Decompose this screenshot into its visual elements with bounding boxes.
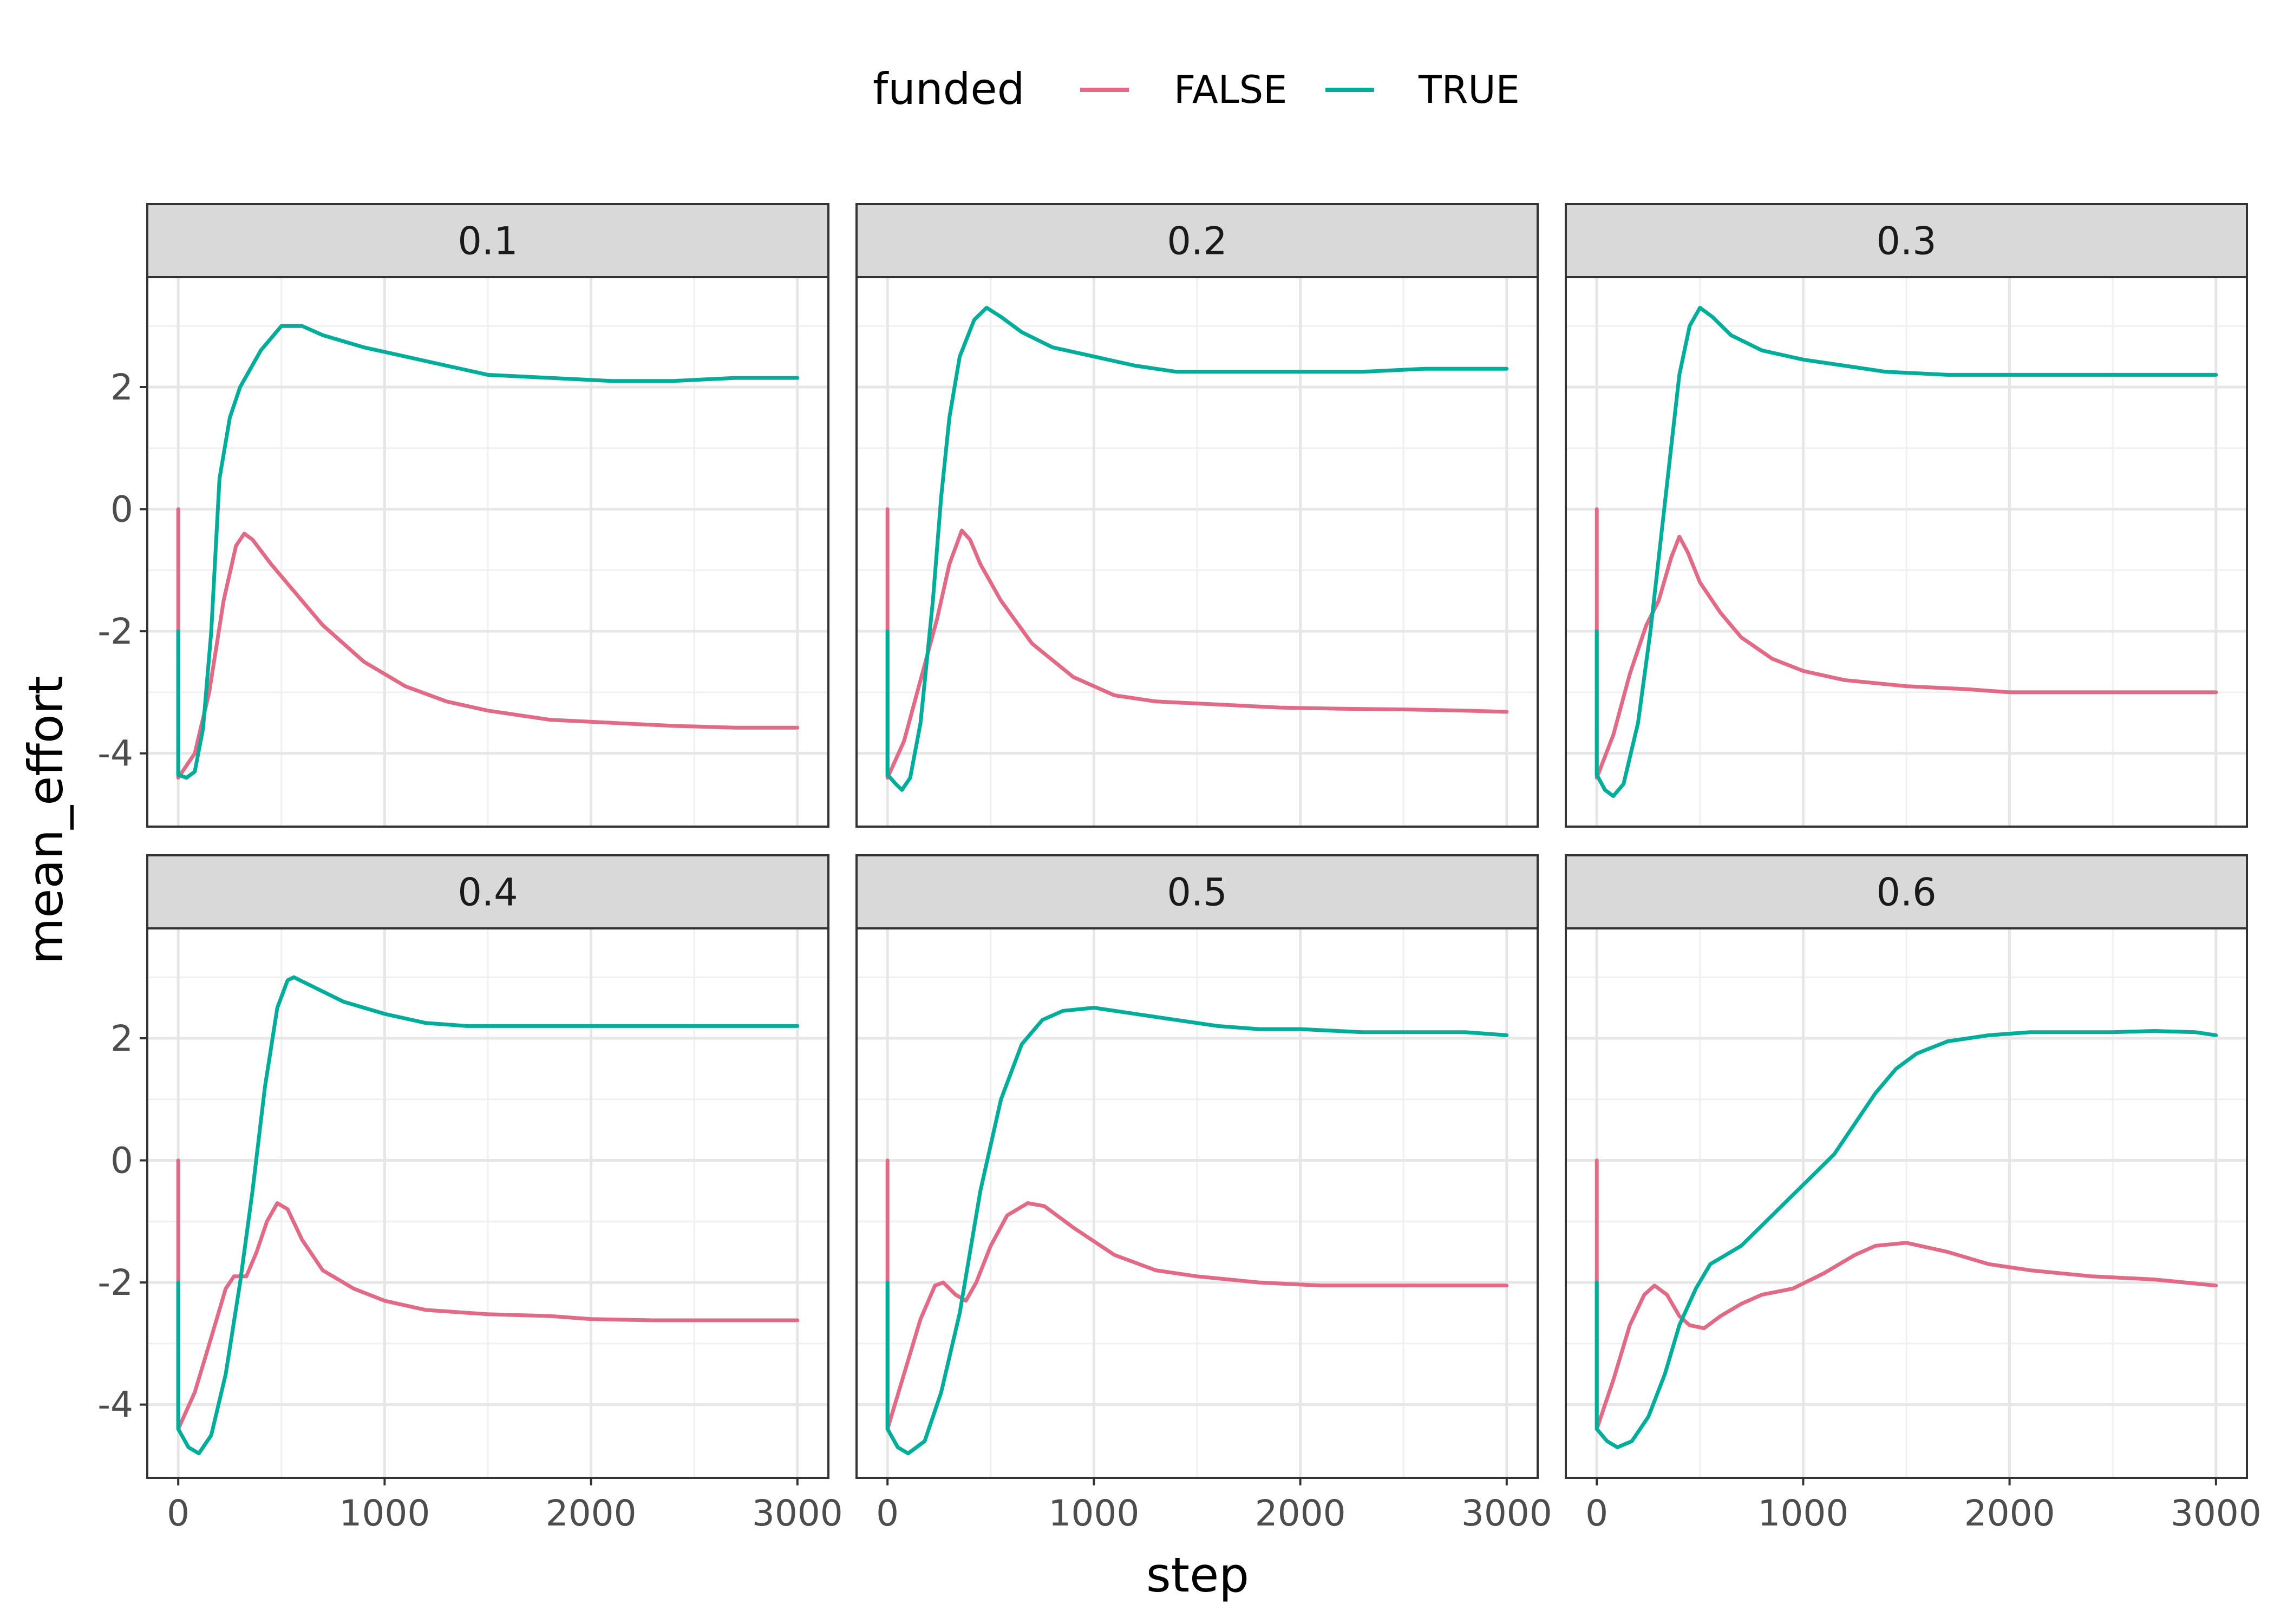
x-tick-label: 0 [876,1492,899,1534]
x-tick-label: 3000 [752,1492,843,1534]
y-tick-label: -4 [97,733,133,775]
y-tick-label: -2 [97,611,133,652]
legend-label-true: TRUE [1418,68,1520,112]
facet-strip-label: 0.5 [1167,870,1227,915]
y-tick-label: 2 [110,1018,133,1059]
x-tick-label: 2000 [1255,1492,1346,1534]
series-line-false [176,1158,800,1431]
y-tick-label: 2 [110,366,133,408]
facet-panel-0.2: 0.2 [855,203,1539,828]
series-line-true [885,1006,1509,1456]
facet-strip [146,854,829,929]
y-tick-label: 0 [110,1140,133,1182]
facet-panel-0.4: 0.4 -4 -2 0 2 0 1000 2000 3000 [97,854,843,1534]
facet-strip-label: 0.3 [1876,219,1936,264]
x-tick-label: 1000 [1757,1492,1848,1534]
facet-strip-label: 0.1 [458,219,518,264]
series-group [885,305,1509,792]
series-group [1595,1029,2218,1450]
facet-panel-0.1: 0.1 -4 -2 0 2 [97,203,829,828]
facet-panel-0.5: 0.5 0 1000 2000 3000 [855,854,1552,1534]
series-group [176,324,800,780]
facet-strip [1565,854,2248,929]
facet-strip [146,203,829,278]
y-tick-label: -2 [97,1262,133,1304]
series-group [176,975,800,1456]
facet-strip [855,203,1539,278]
series-group [885,1006,1509,1456]
series-line-false [1595,507,2218,780]
x-tick-label: 0 [167,1492,190,1534]
facet-strip-label: 0.4 [458,870,518,915]
series-line-true [1595,1029,2218,1450]
legend-label-false: FALSE [1174,68,1287,112]
legend-title: funded [873,64,1024,114]
x-tick-label: 1000 [339,1492,430,1534]
series-line-false [1595,1158,2218,1431]
facet-panel-0.6: 0.6 0 1000 2000 3000 [1565,854,2262,1534]
series-line-true [176,975,800,1456]
y-tick-label: -4 [97,1384,133,1426]
facet-strip-label: 0.2 [1167,219,1227,264]
x-tick-label: 0 [1585,1492,1608,1534]
legend: funded FALSE TRUE [873,64,1520,114]
series-line-false [885,1158,1509,1431]
facet-strip-label: 0.6 [1876,870,1936,915]
facet-strip [855,854,1539,929]
x-tick-label: 2000 [1964,1492,2055,1534]
series-group [1595,305,2218,798]
x-tick-label: 3000 [2171,1492,2262,1534]
facet-strip [1565,203,2248,278]
series-line-true [176,324,800,780]
y-axis-title: mean_effort [18,676,74,965]
series-line-true [885,305,1509,792]
x-axis-title: step [1146,1547,1249,1603]
x-tick-label: 2000 [546,1492,637,1534]
series-line-false [885,507,1509,780]
series-line-false [176,507,800,780]
x-tick-label: 3000 [1461,1492,1552,1534]
facet-panel-0.3: 0.3 [1565,203,2248,828]
x-tick-label: 1000 [1048,1492,1139,1534]
series-line-true [1595,305,2218,798]
y-tick-label: 0 [110,489,133,531]
